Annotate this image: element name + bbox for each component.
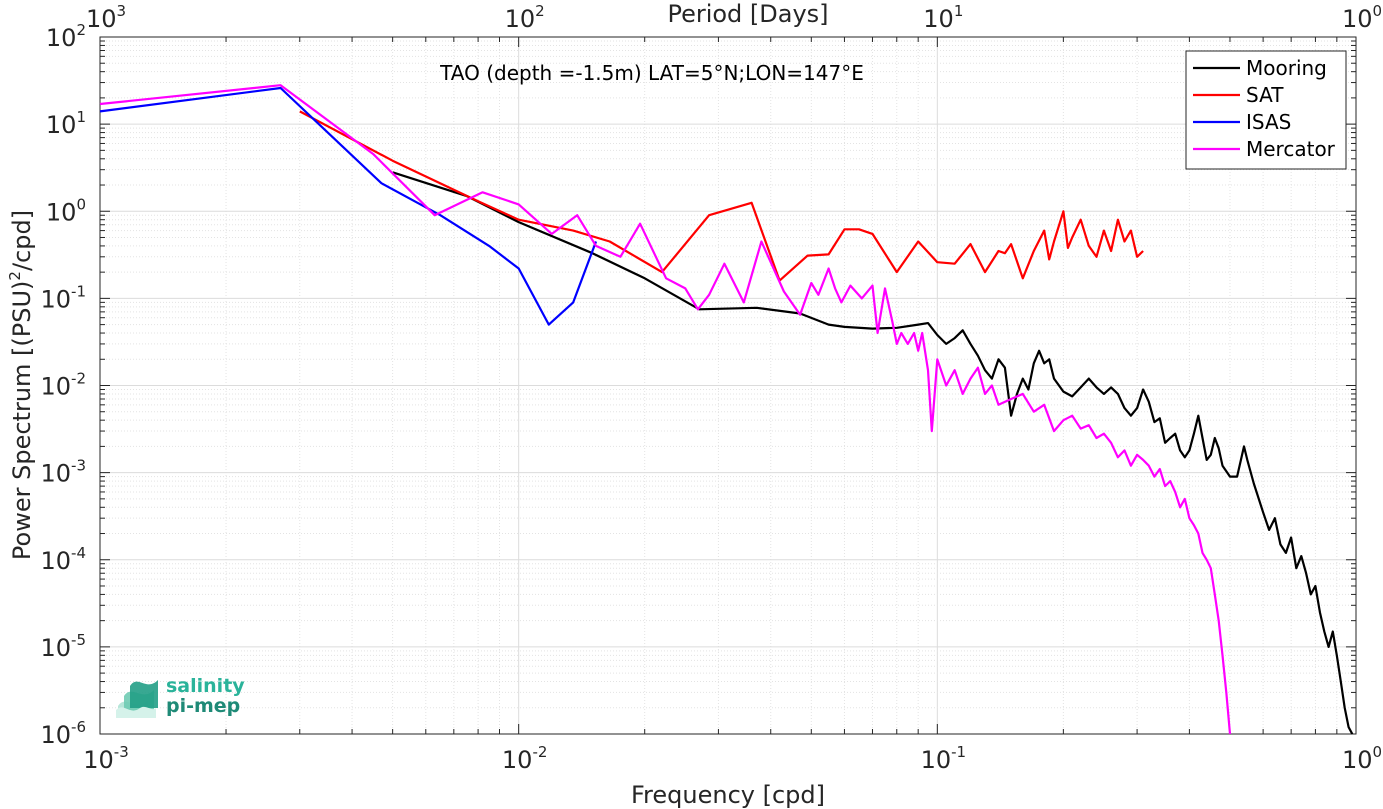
series-line-mooring [392,171,1354,735]
legend-label-sat: SAT [1246,83,1284,107]
y-tick-label: 101 [46,108,86,139]
logo-wave-3 [130,680,158,708]
top-tick-label: 102 [505,2,545,33]
salinity-pi-mep-logo: salinity pi-mep [116,675,245,718]
x-tick-label: 10-1 [921,743,967,774]
grid [100,37,1356,734]
top-tick-label: 100 [1342,2,1382,33]
series-lines [99,84,1354,735]
logo-text-pi-mep: pi-mep [166,695,240,717]
top-tick-label: 101 [923,2,963,33]
legend-label-isas: ISAS [1246,110,1291,134]
y-tick-label: 10-4 [40,544,86,575]
legend-label-mercator: Mercator [1246,137,1336,161]
legend-label-mooring: Mooring [1246,56,1327,80]
x-tick-label: 10-3 [83,743,129,774]
logo-wave-4 [116,706,156,718]
y-tick-label: 10-1 [40,282,86,313]
top-tick-label: 103 [86,2,126,33]
x-axis-label: Frequency [cpd] [631,781,825,809]
logo-text-salinity: salinity [166,675,245,697]
series-line-sat [299,110,1144,282]
y-tick-label: 10-2 [40,370,86,401]
y-axis-label-main: Power Spectrum [(PSU) [8,281,36,560]
series-line-isas [99,86,598,326]
y-tick-label: 102 [46,21,86,52]
y-axis-label-tail: /cpd] [8,210,36,271]
x-tick-label: 10-2 [502,743,548,774]
top-axis-label: Period [Days] [667,0,828,28]
series-line-mercator [99,84,1232,735]
y-axis-label-sup: 2 [6,271,24,281]
y-tick-label: 10-5 [40,631,86,662]
chart-title: TAO (depth =-1.5m) LAT=5°N;LON=147°E [439,61,864,85]
legend: Mooring SAT ISAS Mercator [1185,50,1347,170]
y-axis-label: Power Spectrum [(PSU)2/cpd] [6,210,36,560]
y-tick-label: 100 [46,195,86,226]
tick-marks [99,36,1357,735]
x-tick-label: 100 [1342,743,1382,774]
y-tick-label: 10-3 [40,457,86,488]
y-tick-label: 10-6 [40,718,86,749]
svg-text:Power Spectrum [(PSU)2/cpd]: Power Spectrum [(PSU)2/cpd] [6,210,36,560]
